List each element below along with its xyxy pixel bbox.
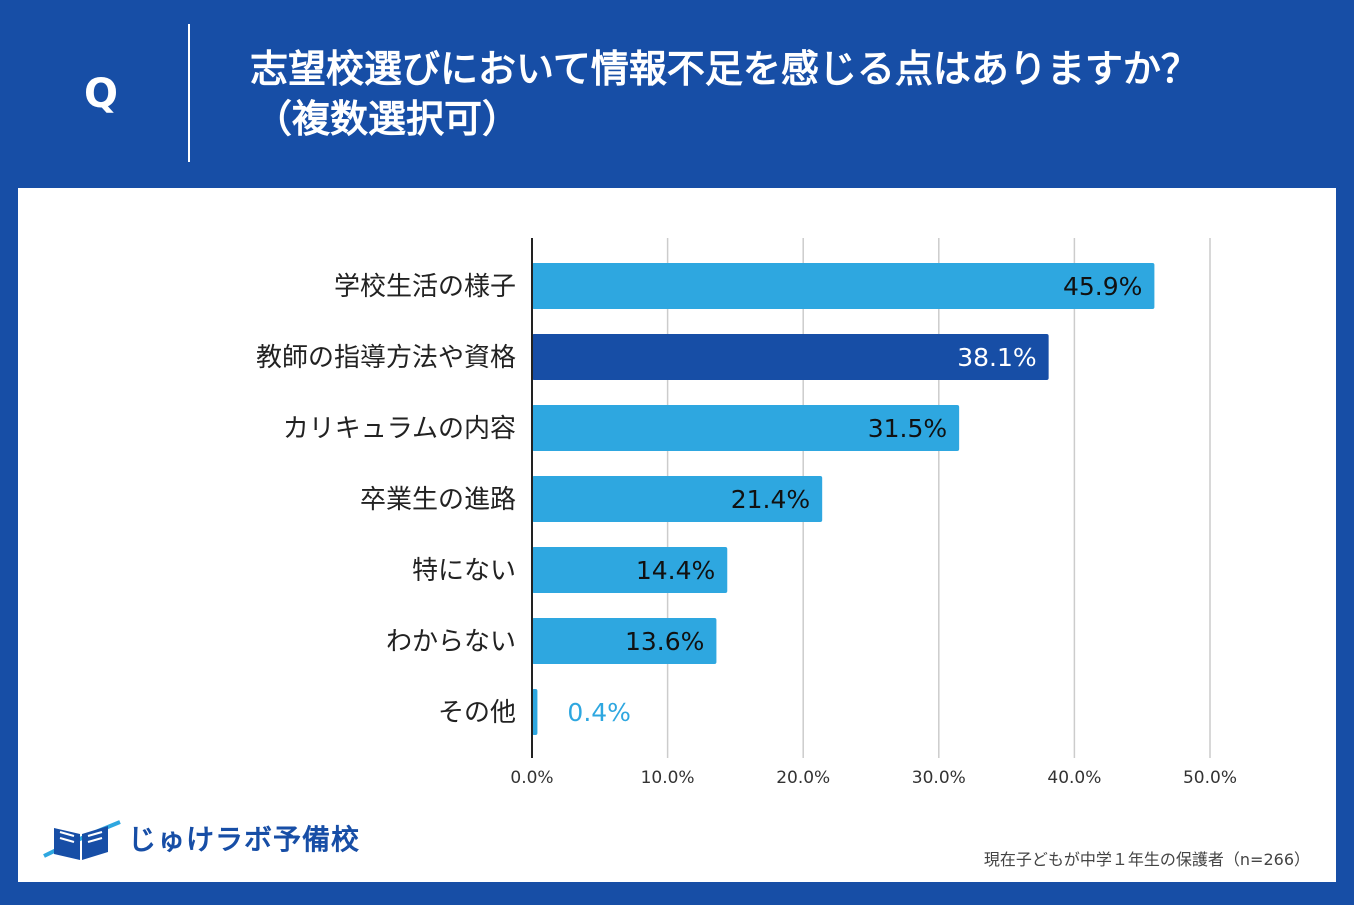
data-label: 31.5% [868,414,947,443]
category-label: カリキュラムの内容 [283,414,516,444]
category-label: その他 [438,698,516,728]
data-label: 38.1% [957,343,1036,372]
bar-chart: 0.0% 10.0% 20.0% 30.0% 40.0% 50.0% 学校生活の様子 45.9… [256,238,1237,788]
book-logo-icon [43,820,121,860]
x-tick-label: 40.0% [1047,768,1101,788]
question-title-line1: 志望校選びにおいて情報不足を感じる点はありますか？ [250,47,1199,91]
brand-logo: じゅけラボ予備校 [40,808,370,868]
bar [532,405,960,451]
category-label: わからない [386,627,516,657]
data-label: 0.4% [567,698,631,727]
bar [532,476,823,522]
x-tick-label: 0.0% [510,768,553,788]
bar [532,263,1155,309]
category-label: 教師の指導方法や資格 [256,343,516,373]
category-label: 特にない [412,556,516,586]
data-label: 14.4% [636,556,715,585]
header-divider [188,24,190,162]
header: Q 志望校選びにおいて情報不足を感じる点はありますか？ （複数選択可） [0,0,1354,188]
x-tick-label: 20.0% [776,768,830,788]
data-label: 45.9% [1063,272,1142,301]
chart-panel: 0.0% 10.0% 20.0% 30.0% 40.0% 50.0% 学校生活の様子 45.9… [18,188,1336,882]
category-label: 学校生活の様子 [334,272,516,302]
bar [532,334,1049,380]
logo-text: じゅけラボ予備校 [128,823,361,856]
category-label: 卒業生の進路 [360,485,516,515]
question-title: 志望校選びにおいて情報不足を感じる点はありますか？ （複数選択可） [250,44,1330,144]
bar [532,689,538,735]
bar [532,618,717,664]
x-tick-label: 30.0% [912,768,966,788]
x-tick-label: 10.0% [641,768,695,788]
x-tick-label: 50.0% [1183,768,1237,788]
footnote: 現在子どもが中学１年生の保護者（n=266） [983,850,1310,869]
question-label: Q [84,71,119,117]
bar [532,547,728,593]
data-label: 13.6% [625,627,704,656]
question-title-line2: （複数選択可） [254,97,521,141]
data-label: 21.4% [731,485,810,514]
